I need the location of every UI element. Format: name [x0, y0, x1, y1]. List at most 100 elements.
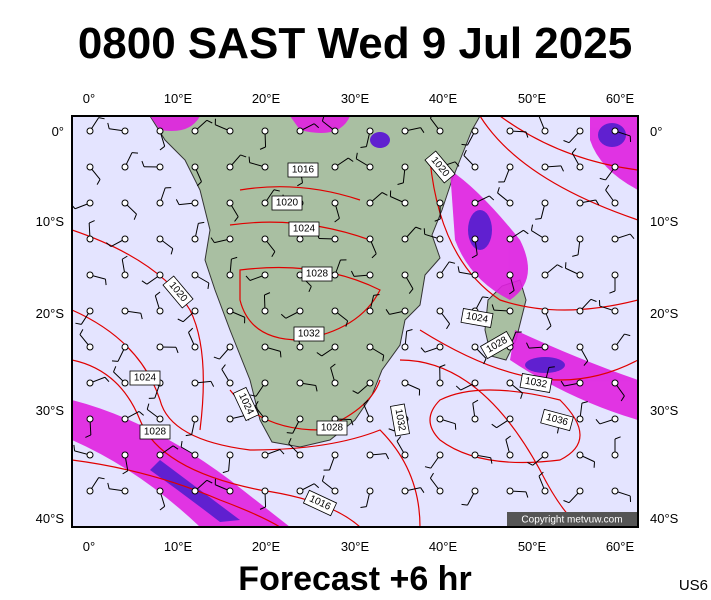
barb-flag — [259, 146, 266, 150]
barb-station — [226, 379, 234, 387]
isobar-label-box — [390, 403, 410, 437]
barb-station — [611, 451, 619, 459]
barb-flag — [509, 290, 515, 295]
map-frame — [71, 115, 639, 528]
barb-flag — [491, 304, 495, 311]
barb-station — [506, 127, 514, 135]
barb-station — [436, 379, 444, 387]
isobar-label-text: 1028 — [306, 269, 329, 280]
barb-flag — [198, 221, 205, 224]
barb-flag — [454, 161, 460, 167]
barb-station — [226, 271, 234, 279]
barb-station — [471, 235, 479, 243]
barb-station — [506, 415, 514, 423]
barb-flag — [273, 189, 280, 192]
barb-station — [191, 379, 199, 387]
lat-label: 10°S — [650, 214, 679, 229]
barb-flag — [420, 127, 425, 133]
barb-flag — [280, 313, 287, 319]
barb-flag — [104, 279, 107, 286]
barb-station — [121, 415, 129, 423]
barb-station — [506, 235, 514, 243]
lon-label: 0° — [83, 91, 95, 106]
lat-label: 20°S — [650, 306, 679, 321]
isobar-label-box — [293, 326, 325, 342]
barb-station — [436, 487, 444, 495]
barb-flag — [472, 399, 479, 404]
barb-station — [401, 199, 409, 207]
isobar-label: 1024 — [288, 221, 320, 237]
lon-label: 50°E — [518, 91, 547, 106]
lon-label: 0° — [83, 539, 95, 554]
barb-flag — [180, 440, 183, 448]
barb-station — [121, 343, 129, 351]
barb-station — [331, 487, 339, 495]
barb-flag — [471, 254, 478, 259]
barb-flag — [572, 254, 579, 257]
isobar-label-box — [460, 308, 494, 328]
barb-station — [506, 451, 514, 459]
barb-flag — [315, 385, 318, 392]
barb-flag — [75, 322, 82, 325]
barb-station — [86, 487, 94, 495]
barb-flag — [141, 280, 148, 285]
barb-flag — [121, 255, 128, 260]
barb-flag — [491, 423, 497, 429]
barb-station — [156, 451, 164, 459]
barb-flag — [96, 179, 101, 185]
barb-flag — [557, 264, 563, 269]
barb-station — [611, 379, 619, 387]
barb-station — [331, 307, 339, 315]
barb-flag — [107, 122, 110, 129]
barb-station — [366, 271, 374, 279]
barb-flag — [560, 165, 564, 172]
lat-label: 30°S — [650, 403, 679, 418]
barb-flag — [185, 434, 192, 437]
barb-flag — [213, 356, 220, 360]
barb-flag — [352, 390, 359, 394]
barb-station — [121, 451, 129, 459]
barb-station — [541, 451, 549, 459]
barb-station — [576, 235, 584, 243]
barb-station — [576, 487, 584, 495]
barb-flag — [316, 352, 323, 357]
barb-station — [471, 127, 479, 135]
barb-station — [191, 307, 199, 315]
barb-station — [226, 487, 234, 495]
barb-station — [191, 127, 199, 135]
barb-station — [261, 415, 269, 423]
barb-station — [296, 379, 304, 387]
barb-flag — [385, 309, 390, 315]
barb-station — [471, 487, 479, 495]
barb-station — [611, 343, 619, 351]
barb-station — [401, 379, 409, 387]
wind-barbs — [72, 116, 635, 511]
barb-flag — [505, 435, 511, 440]
barb-station — [86, 163, 94, 171]
barb-flag — [334, 217, 340, 223]
isobar-label: 1024 — [129, 370, 161, 386]
barb-flag — [207, 282, 210, 290]
barb-station — [331, 235, 339, 243]
isobar-labels: 1016102010241028103210201024102810241028… — [129, 150, 574, 517]
barb-flag — [347, 157, 354, 162]
barb-flag — [434, 218, 441, 222]
barb-station — [86, 235, 94, 243]
barb-flag — [563, 140, 570, 144]
barb-station — [541, 235, 549, 243]
barb-station — [506, 307, 514, 315]
isobar-label-box — [540, 408, 574, 432]
barb-station — [296, 127, 304, 135]
barb-flag — [560, 380, 565, 387]
lat-label: 0° — [52, 124, 64, 139]
barb-station — [121, 199, 129, 207]
barb-flag — [98, 477, 105, 480]
barb-flag — [538, 471, 544, 477]
barb-flag — [222, 470, 229, 474]
barb-station — [401, 271, 409, 279]
barb-station — [471, 199, 479, 207]
barb-station — [576, 379, 584, 387]
isobar-label-box — [424, 150, 456, 184]
barb-station — [611, 415, 619, 423]
